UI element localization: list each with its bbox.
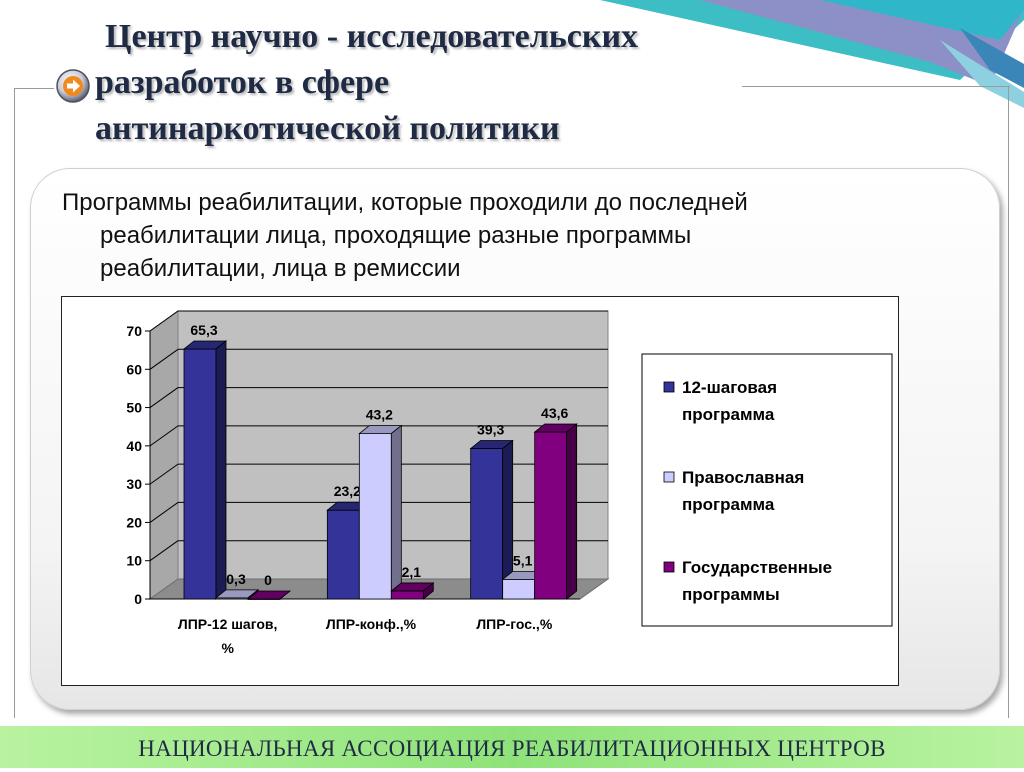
grid-line (149, 310, 179, 332)
title-line: антинаркотической политики (95, 110, 560, 147)
x-tick-label: ЛПР-гос.,% (476, 616, 552, 632)
y-tick-label: 50 (126, 400, 142, 416)
bar (470, 448, 504, 600)
footer-bar: НАЦИОНАЛЬНАЯ АССОЦИАЦИЯ РЕАБИЛИТАЦИОННЫХ… (0, 726, 1024, 768)
caption-line: реабилитации лица, проходящие разные про… (100, 222, 692, 249)
legend-label: Православная программа (682, 468, 804, 514)
bar (390, 590, 424, 600)
data-label: 0,3 (226, 571, 246, 587)
bar-side (390, 424, 402, 600)
bar (502, 579, 536, 600)
caption-line: реабилитации, лица в ремиссии (100, 255, 461, 282)
bar-side (422, 582, 434, 600)
legend-label: 12-шаговая программа (682, 378, 777, 424)
legend-swatch (663, 471, 675, 483)
y-tick-label: 20 (126, 514, 142, 530)
title-line: Центр научно - исследовательских (105, 18, 639, 55)
bar (326, 509, 360, 600)
data-label: 65,3 (190, 322, 217, 338)
bar (183, 348, 217, 600)
chart-caption: Программы реабилитации, которые проходил… (62, 186, 922, 285)
x-tick-label: ЛПР-12 шагов,% (178, 616, 278, 656)
frame-line (742, 86, 1010, 87)
data-label: 5,1 (513, 552, 533, 568)
legend-label: Государственные программы (682, 558, 832, 604)
arrow-right-icon (56, 69, 90, 103)
bar (534, 431, 568, 600)
y-tick-label: 10 (126, 553, 142, 569)
grid-line (149, 463, 179, 485)
grid-line (149, 387, 179, 408)
legend-swatch (663, 381, 675, 393)
data-label: 43,6 (541, 405, 568, 421)
caption-line: Программы реабилитации, которые проходил… (62, 189, 748, 216)
bar (358, 433, 392, 600)
bar-side (279, 590, 291, 600)
chart-side-wall (149, 310, 179, 600)
y-tick-label: 70 (126, 323, 142, 339)
data-label: 23,2 (334, 483, 361, 499)
frame-line (1008, 86, 1009, 718)
legend-box (641, 353, 893, 627)
data-label: 39,3 (477, 422, 504, 438)
header-decoration (600, 0, 1024, 108)
page-title: Центр научно - исследовательских разрабо… (95, 14, 735, 152)
frame-line (14, 88, 54, 89)
chart-area: 0 10 20 30 40 50 60 70 65,3 23,2 39,3 0,3 43,2 5,1 0 2,… (61, 296, 899, 686)
data-label: 2,1 (402, 564, 422, 580)
bar-side (215, 340, 227, 600)
data-label: 43,2 (366, 407, 393, 423)
grid-line (149, 502, 179, 523)
grid-line (149, 425, 179, 447)
grid-line (149, 540, 179, 562)
y-tick-label: 30 (126, 476, 142, 492)
y-tick-label: 60 (126, 361, 142, 377)
bar-chart: 0 10 20 30 40 50 60 70 65,3 23,2 39,3 0,3 43,2 5,1 0 2,… (126, 310, 893, 656)
frame-line (14, 88, 15, 718)
legend-swatch (663, 561, 675, 573)
title-line: разработок в сфере (95, 64, 390, 101)
x-tick-label: ЛПР-конф.,% (326, 616, 417, 632)
bar-side (566, 423, 578, 600)
y-tick-label: 0 (134, 591, 142, 607)
data-label: 0 (264, 572, 272, 588)
y-tick-label: 40 (126, 438, 142, 454)
footer-text: НАЦИОНАЛЬНАЯ АССОЦИАЦИЯ РЕАБИЛИТАЦИОННЫХ… (138, 736, 886, 761)
grid-line (149, 348, 179, 370)
